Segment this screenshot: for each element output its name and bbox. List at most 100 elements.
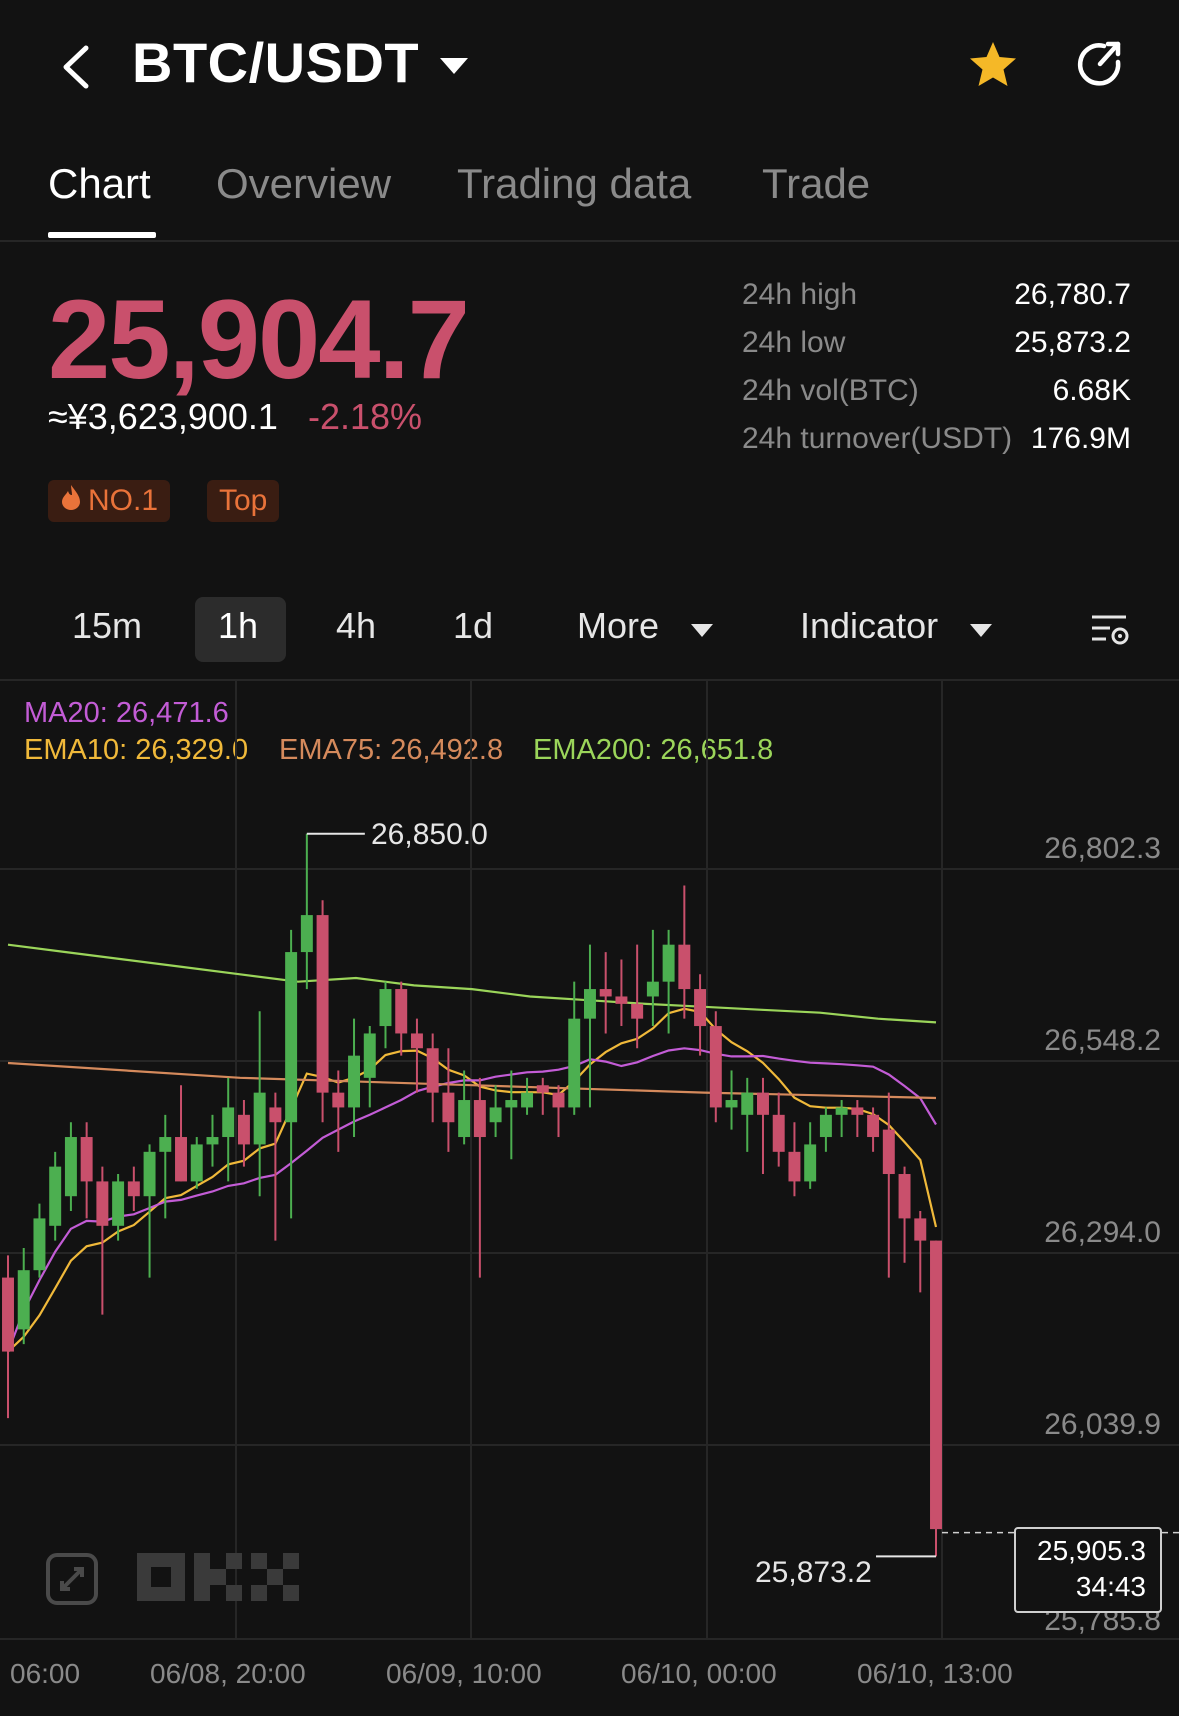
active-interval-bg	[195, 597, 286, 662]
interval-15m[interactable]: 15m	[72, 605, 143, 646]
tab-trading-data[interactable]: Trading data	[457, 160, 692, 207]
candle-body	[662, 944, 675, 982]
stat-label-low: 24h low	[742, 326, 846, 359]
candle-body	[33, 1218, 46, 1271]
x-axis-divider	[0, 1638, 1179, 1640]
interval-1h[interactable]: 1h	[218, 605, 259, 646]
candle-body	[867, 1114, 880, 1138]
candle-body	[757, 1092, 769, 1115]
caret-down-icon	[970, 624, 993, 637]
candle-body	[851, 1107, 864, 1115]
legend-ema10: EMA10: 26,329.0	[24, 734, 249, 766]
chart-settings-icon	[1092, 615, 1129, 645]
pair-title[interactable]: BTC/USDT	[132, 31, 420, 94]
stat-value-low: 25,873.2	[1014, 326, 1131, 359]
interval-4h[interactable]: 4h	[336, 605, 377, 646]
okx-watermark-logo	[137, 1553, 299, 1601]
candle-body	[709, 1026, 722, 1108]
candle-body	[96, 1181, 109, 1226]
candle-body	[835, 1107, 848, 1115]
back-button[interactable]	[56, 40, 96, 94]
current-price-value: 25,905.3	[1037, 1535, 1146, 1566]
candle-body	[788, 1151, 801, 1182]
tab-chart[interactable]: Chart	[48, 160, 151, 207]
ema75-line	[7, 1061, 937, 1100]
y-axis-label: 26,294.0	[1044, 1216, 1161, 1249]
x-axis-label: 06/10, 00:00	[621, 1658, 777, 1689]
candle-body	[143, 1151, 156, 1197]
tab-trade[interactable]: Trade	[762, 160, 871, 207]
candle-body	[772, 1114, 785, 1152]
candle-body	[426, 1048, 439, 1093]
candle-body	[17, 1270, 30, 1330]
indicator-dropdown[interactable]: Indicator	[800, 605, 994, 647]
current-price-tag: 25,905.3 34:43	[1014, 1527, 1162, 1613]
stat-value-vol: 6.68K	[1052, 374, 1131, 407]
candle-body	[269, 1107, 282, 1123]
candle-body	[583, 989, 596, 1019]
candle-body	[804, 1144, 817, 1182]
y-axis-label: 26,548.2	[1044, 1024, 1161, 1057]
candle-body	[442, 1092, 455, 1123]
rank-badge-label: NO.1	[88, 484, 159, 517]
favorite-button[interactable]	[966, 38, 1020, 92]
candle-body	[410, 1033, 423, 1049]
tab-overview[interactable]: Overview	[216, 160, 392, 207]
candle-body	[458, 1100, 471, 1138]
candle-body	[395, 989, 408, 1034]
more-label: More	[577, 605, 660, 646]
top-badge[interactable]: Top	[207, 480, 280, 522]
candle-body	[914, 1218, 927, 1241]
stat-value-high: 26,780.7	[1014, 278, 1131, 311]
candle-body	[253, 1092, 266, 1145]
candle-body	[646, 981, 659, 997]
candle-body	[2, 1277, 14, 1352]
candle-body	[190, 1144, 203, 1182]
candle-countdown: 34:43	[1075, 1571, 1146, 1602]
candle-body	[615, 996, 628, 1004]
chart-top-divider	[0, 679, 1179, 681]
active-tab-indicator	[48, 232, 156, 238]
stat-label-turnover: 24h turnover(USDT)	[742, 422, 1013, 455]
ema200-line	[7, 943, 937, 1024]
y-axis-label: 26,802.3	[1044, 832, 1161, 865]
candle-body	[316, 915, 329, 1093]
x-axis-label: 06/08, 20:00	[150, 1658, 306, 1689]
chart-settings-button[interactable]	[1090, 611, 1130, 647]
candle-body	[631, 1003, 644, 1019]
more-dropdown[interactable]: More	[577, 605, 715, 647]
candle-body	[80, 1137, 93, 1182]
pair-dropdown-button[interactable]	[437, 52, 471, 82]
y-axis-label: 26,039.9	[1044, 1408, 1161, 1441]
candles	[2, 833, 942, 1557]
ema10-line	[7, 1007, 938, 1353]
star-icon	[970, 42, 1016, 86]
fullscreen-button[interactable]	[46, 1553, 98, 1605]
price-change: -2.18%	[308, 396, 423, 437]
interval-1d[interactable]: 1d	[453, 605, 494, 646]
share-button[interactable]	[1074, 38, 1128, 92]
candle-body	[112, 1181, 125, 1226]
candle-body	[49, 1166, 62, 1226]
candle-body	[741, 1092, 754, 1115]
caret-down-icon	[440, 58, 468, 74]
indicator-lines	[6, 943, 938, 1353]
candle-body	[206, 1137, 219, 1145]
last-price: 25,904.7	[48, 277, 470, 402]
legend-ema75: EMA75: 26,492.8	[279, 734, 504, 766]
x-axis-label: 06/10, 13:00	[857, 1658, 1013, 1689]
rank-badge[interactable]: NO.1	[48, 480, 171, 522]
chart-grid	[0, 681, 1179, 1638]
candle-body	[599, 989, 612, 997]
candle-body	[332, 1092, 345, 1108]
legend-ema200: EMA200: 26,651.8	[533, 734, 774, 766]
candle-body	[489, 1107, 502, 1123]
x-axis-label: 06:00	[10, 1658, 81, 1689]
price-cny: ≈¥3,623,900.1	[48, 396, 278, 437]
stat-label-vol: 24h vol(BTC)	[742, 374, 919, 407]
candle-body	[898, 1174, 911, 1219]
expand-icon	[46, 1553, 98, 1605]
candle-body	[379, 989, 392, 1027]
candle-body	[363, 1033, 376, 1078]
